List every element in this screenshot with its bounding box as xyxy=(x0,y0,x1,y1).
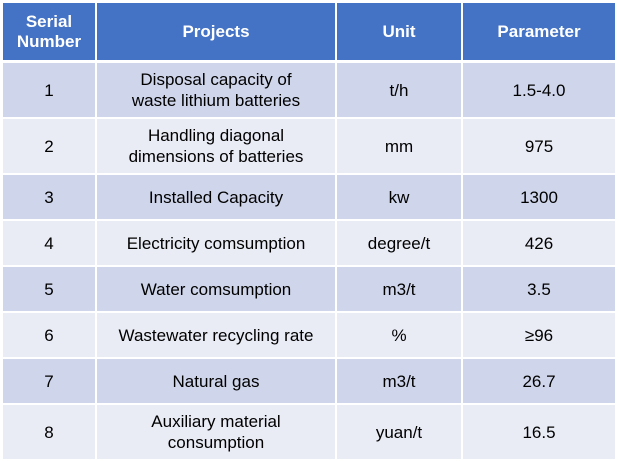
table-row: 4 Electricity comsumption degree/t 426 xyxy=(3,221,615,267)
table-row: 7 Natural gas m3/t 26.7 xyxy=(3,359,615,405)
cell-serial: 4 xyxy=(3,221,97,267)
cell-unit: t/h xyxy=(337,63,463,119)
cell-project: Electricity comsumption xyxy=(97,221,337,267)
cell-project: Installed Capacity xyxy=(97,175,337,221)
cell-project: Water comsumption xyxy=(97,267,337,313)
cell-parameter: 975 xyxy=(463,119,615,175)
header-unit-label: Unit xyxy=(382,21,416,41)
cell-unit: kw xyxy=(337,175,463,221)
header-row: Serial Number Projects Unit Parameter xyxy=(3,3,615,63)
header-serial-number: Serial Number xyxy=(3,3,97,63)
header-projects-label: Projects xyxy=(182,21,250,41)
header-parameter: Parameter xyxy=(463,3,615,63)
cell-parameter: 3.5 xyxy=(463,267,615,313)
header-unit: Unit xyxy=(337,3,463,63)
cell-parameter: 1300 xyxy=(463,175,615,221)
cell-unit: degree/t xyxy=(337,221,463,267)
cell-serial: 6 xyxy=(3,313,97,359)
cell-parameter: ≥96 xyxy=(463,313,615,359)
table-row: 3 Installed Capacity kw 1300 xyxy=(3,175,615,221)
cell-serial: 2 xyxy=(3,119,97,175)
header-parameter-label: Parameter xyxy=(497,21,581,41)
table-row: 6 Wastewater recycling rate % ≥96 xyxy=(3,313,615,359)
cell-project: Wastewater recycling rate xyxy=(97,313,337,359)
parameter-table-container: Serial Number Projects Unit Parameter 1 … xyxy=(3,3,615,461)
cell-unit: m3/t xyxy=(337,267,463,313)
cell-project: Disposal capacity of waste lithium batte… xyxy=(97,63,337,119)
table-header: Serial Number Projects Unit Parameter xyxy=(3,3,615,63)
cell-unit: mm xyxy=(337,119,463,175)
cell-serial: 3 xyxy=(3,175,97,221)
cell-unit: m3/t xyxy=(337,359,463,405)
cell-unit: yuan/t xyxy=(337,405,463,461)
cell-parameter: 1.5-4.0 xyxy=(463,63,615,119)
parameter-table: Serial Number Projects Unit Parameter 1 … xyxy=(3,3,615,461)
cell-parameter: 26.7 xyxy=(463,359,615,405)
cell-serial: 5 xyxy=(3,267,97,313)
cell-project: Handling diagonal dimensions of batterie… xyxy=(97,119,337,175)
table-row: 5 Water comsumption m3/t 3.5 xyxy=(3,267,615,313)
cell-parameter: 16.5 xyxy=(463,405,615,461)
cell-project: Auxiliary material consumption xyxy=(97,405,337,461)
cell-parameter: 426 xyxy=(463,221,615,267)
cell-project: Natural gas xyxy=(97,359,337,405)
cell-serial: 8 xyxy=(3,405,97,461)
table-row: 1 Disposal capacity of waste lithium bat… xyxy=(3,63,615,119)
cell-serial: 7 xyxy=(3,359,97,405)
cell-serial: 1 xyxy=(3,63,97,119)
table-body: 1 Disposal capacity of waste lithium bat… xyxy=(3,63,615,461)
table-row: 8 Auxiliary material consumption yuan/t … xyxy=(3,405,615,461)
cell-unit: % xyxy=(337,313,463,359)
header-serial-number-label: Serial Number xyxy=(16,11,82,51)
table-row: 2 Handling diagonal dimensions of batter… xyxy=(3,119,615,175)
header-projects: Projects xyxy=(97,3,337,63)
